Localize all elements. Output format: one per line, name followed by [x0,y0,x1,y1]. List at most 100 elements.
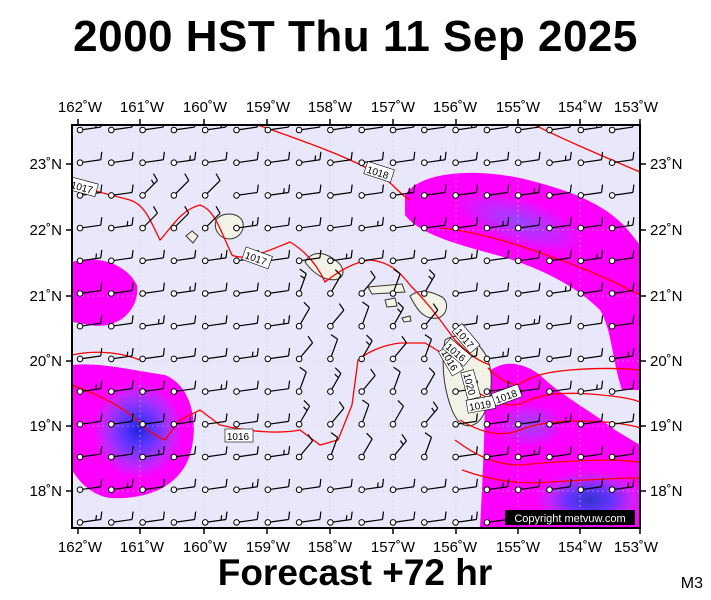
lon-labels-top: 162˚W 161˚W 160˚W 159˚W 158˚W 157˚W 156˚… [58,99,659,116]
wind-barb [577,151,604,166]
wind-barb [295,366,307,395]
wind-barb [108,249,134,265]
wind-barb [483,282,510,297]
wind-barb [389,478,416,494]
wind-barb [264,151,291,166]
lat-label-left-18: 18˚N [29,483,62,500]
wind-barb [76,151,103,166]
wind-barb [421,303,439,330]
wind-barb [452,446,478,461]
wind-barb [170,151,197,166]
wind-barb [233,511,259,526]
wind-barb [139,151,165,166]
lon-label-top-6: 156˚W [433,99,478,116]
lon-label-bottom-0: 162˚W [58,539,103,556]
lat-label-left-21: 21˚N [29,288,62,305]
wind-barb [608,347,635,363]
wind-barb [608,125,634,134]
wind-barb [264,478,291,494]
lon-label-bottom-4: 158˚W [308,539,353,556]
wind-barb [608,413,635,428]
wind-barb [295,335,314,363]
wind-barb [577,125,603,134]
wind-barb [170,282,197,297]
copyright-text: Copyright metvuw.com [514,513,625,525]
wind-barb [358,478,385,494]
isobar-east-5 [461,469,640,484]
wind-barb [421,432,433,461]
lon-label-bottom-8: 154˚W [558,539,603,556]
wind-barb [389,217,416,232]
wind-barb [295,301,311,330]
wind-barb [327,334,339,363]
wind-barb [139,282,165,297]
wind-barb [76,413,103,428]
wind-barb [577,380,604,395]
wind-barb [483,446,510,461]
wind-barb [452,282,478,297]
wind-barb [139,446,165,461]
wind-barb [139,478,165,494]
wind-barb [139,413,165,428]
wind-barb [76,249,103,265]
wind-barb [108,217,134,232]
wind-barb [264,282,291,297]
wind-barb [264,446,291,461]
wind-barb [76,217,103,232]
wind-barb [608,315,635,330]
wind-barb [577,478,604,494]
wind-barb [264,413,291,428]
wind-barb [358,184,385,199]
wind-barb [389,511,416,526]
isobar-east-1 [487,367,640,386]
wind-barb [389,151,416,166]
wind-barb [264,347,291,363]
wind-barb [76,446,103,461]
wind-barb [139,206,158,232]
wind-barb [358,511,385,526]
wind-barb [201,413,228,428]
wind-barb [327,367,342,395]
wind-barb [452,478,478,494]
rain-core-southeast-2 [495,403,565,447]
wind-barb [514,446,541,461]
wind-barb [483,125,509,134]
wind-barb [139,511,165,526]
wind-barb [201,478,228,494]
wind-barb [577,217,604,232]
wind-barb [295,249,322,265]
lon-label-bottom-9: 153˚W [614,539,659,556]
lon-labels-bottom: 162˚W 161˚W 160˚W 159˚W 158˚W 157˚W 156˚… [58,539,659,556]
lat-label-left-23: 23˚N [29,156,62,173]
isobar-label-1019: 1019 [468,399,492,414]
wind-barb [264,217,291,232]
wind-barb [295,184,322,199]
wind-barb [577,249,604,265]
wind-barb [421,334,433,363]
wind-barb [358,270,376,297]
wind-barb [327,217,353,232]
wind-barb [233,380,259,395]
wind-barb [546,184,572,199]
wind-barb [608,446,635,461]
rain-area-west-small [72,259,138,326]
wind-barb [327,401,345,428]
wind-barb [452,249,478,265]
wind-barb [452,413,478,428]
wind-barb [514,217,541,232]
lat-label-right-21: 21˚N [650,288,683,305]
wind-barb [108,315,134,330]
isobar-label-1017-west: 1017 [69,180,94,196]
model-code: M3 [680,575,703,592]
lon-label-top-5: 157˚W [371,99,416,116]
wind-barb [608,282,635,297]
wind-barb [295,400,311,428]
wind-barb [546,446,572,461]
wind-barb [514,184,541,199]
wind-barb [514,249,541,265]
wind-barb [76,315,103,330]
wind-barb [76,478,103,494]
wind-barb [201,446,228,461]
wind-barb [483,413,510,428]
wind-barb [233,315,259,330]
